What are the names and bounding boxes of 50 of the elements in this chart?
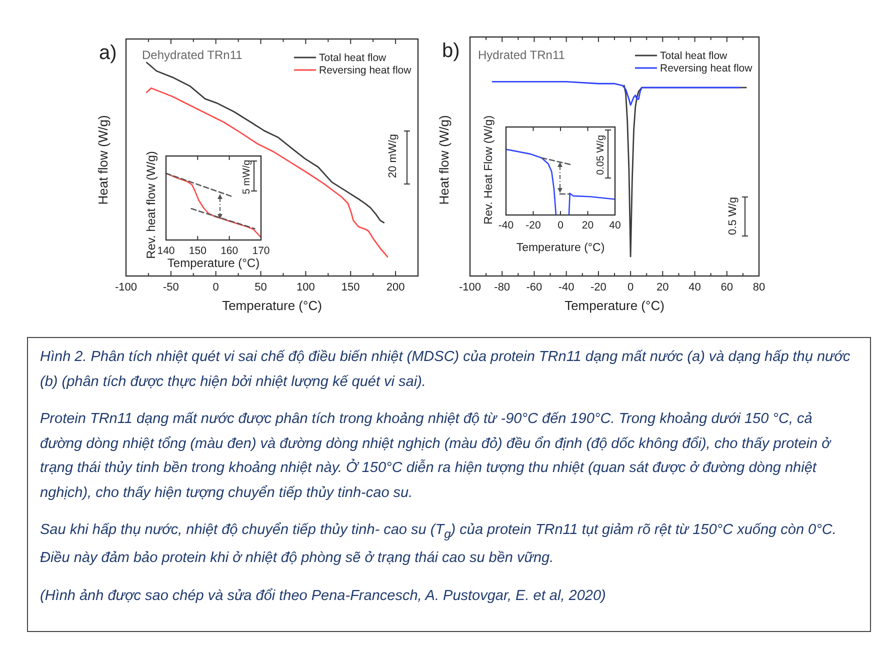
x-tick-label: -20 [526,220,541,232]
x-tick-label: 0 [558,220,564,232]
annotation: 0.05 W/g [596,134,606,176]
x-axis-title: Temperature (°C) [222,298,322,313]
y-axis-title: Heat flow (W/g) [96,115,111,205]
text: Hình 2. Phân tích nhiệt quét vi sai chế độ điều biến nhiệt (MDSC) của protein TRn11 dạng mất nước (a) và dạng hấp thụ nước (b) (phân tích được thực hiện bởi nhiệt lượng kế quét vi sai). [40,348,852,392]
chart-title: a) [99,42,117,64]
x-tick-label: -20 [590,282,606,294]
x-axis-title: Temperature (°C) [516,242,605,254]
x-tick-label: 20 [656,282,669,294]
annotation: 20 mW/g [386,134,399,178]
y-axis-title: Heat flow (W/g) [436,115,452,205]
x-tick-label: 200 [386,282,405,294]
y-axis-title: Rev. Heat Flow (W/g) [483,115,496,225]
legend-label: Total heat flow [660,50,728,62]
x-tick-label: 20 [582,220,594,232]
x-tick-label: -50 [162,282,179,294]
x-tick-label: 50 [254,282,267,294]
legend-label: Reversing heat flow [319,64,412,77]
legend-label: Total heat flow [319,52,387,64]
x-tick-label: 80 [752,282,766,294]
x-tick-label: 0 [212,282,219,294]
x-tick-label: -40 [498,220,514,232]
x-tick-label: -100 [458,282,482,294]
x-tick-label: 150 [188,245,207,257]
x-axis-title: Temperature (°C) [167,256,260,270]
x-tick-label: 0 [627,282,634,294]
annotation: 0.5 W/g [726,197,739,235]
x-tick-label: -60 [526,282,542,294]
y-axis-title: Rev. heat flow (W/g) [144,151,158,259]
x-tick-label: -40 [558,282,574,294]
x-tick-label: -100 [114,282,138,294]
text: Sau khi hấp thụ nước, nhiệt độ chuyển tiếp thủy tinh- cao su (T$_{g}$) của protein TRn11 tụt giảm rõ rệt từ 150°C xuống còn 0°C. Điều này đảm bảo protein khi ở nhiệt độ phòng sẽ ở trạng thái cao su bền vững. [40,521,838,568]
x-tick-label: 40 [688,282,701,294]
legend-label: Reversing heat flow [660,62,753,75]
annotation: 5 mW/g [242,160,252,194]
chart-subtitle: Dehydrated TRn11 [142,48,243,62]
chart-subtitle: Hydrated TRn11 [478,48,566,62]
x-tick-label: 140 [157,245,175,257]
x-axis-title: Temperature (°C) [564,298,664,313]
x-tick-label: 160 [220,245,238,257]
chart-title: b) [442,40,460,62]
x-tick-label: 150 [341,282,360,294]
x-tick-label: 60 [720,282,734,294]
text: (Hình ảnh được sao chép và sửa đổi theo Pena-Francesch, A. Pustovgar, E. et al, 2020) [40,586,607,606]
x-tick-label: 40 [609,220,621,232]
x-tick-label: 170 [252,245,270,257]
text: Protein TRn11 dạng mất nước được phân tích trong khoảng nhiệt độ từ -90°C đến 190°C. Trong khoảng dưới 150 °C, cả đường dòng nhiệt tổng (màu đen) và đường dòng nhiệt nghịch (màu đỏ) đều ổn định (độ dốc không đổi), cho thấy protein ở trạng thái thủy tinh bền trong khoảng nhiệt này. Ở 150°C diễn ra hiện tượng thu nhiệt (quan sát được ở đường dòng nhiệt nghịch), cho thấy hiện tượng chuyển tiếp thủy tinh-cao su. [40,410,832,502]
x-tick-label: 100 [296,282,315,294]
x-tick-label: -80 [494,282,510,294]
